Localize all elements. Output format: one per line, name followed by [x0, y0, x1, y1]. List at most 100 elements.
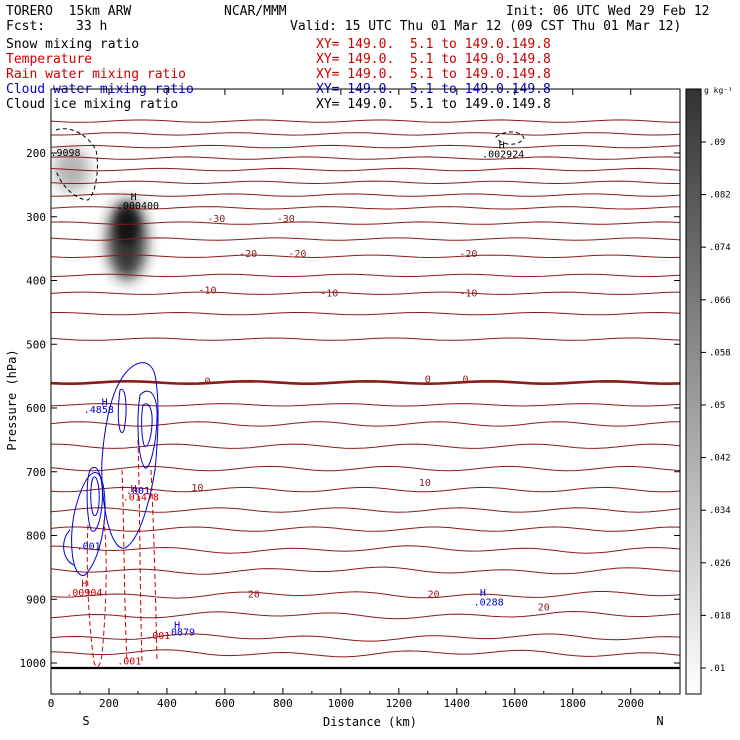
cloud-water-contour	[137, 390, 158, 469]
y-tick-label: 600	[26, 402, 46, 415]
colorbar-tick-label: .058	[709, 348, 731, 358]
isotherm-line	[51, 545, 680, 554]
contour-label: .9098	[50, 148, 80, 159]
isotherm-line	[51, 167, 680, 172]
field-name: Snow mixing ratio	[6, 37, 140, 52]
snow-contour	[495, 131, 525, 145]
x-tick-label: 0	[48, 697, 55, 710]
field-name: Temperature	[6, 52, 93, 67]
colorbar-tick-label: .01	[709, 664, 725, 674]
x-tick-label: 800	[273, 697, 293, 710]
snow-shading	[115, 205, 139, 245]
contour-label: 0	[462, 375, 468, 386]
field-name: Rain water mixing ratio	[6, 67, 187, 82]
south-end-label: S	[82, 714, 89, 728]
isotherm-line	[51, 507, 680, 513]
contour-label: .00904	[66, 588, 102, 599]
contour-label: .001	[146, 631, 170, 642]
contour-label: H	[480, 588, 486, 599]
colorbar-tick-label: .042	[709, 454, 731, 464]
isotherm-line	[51, 610, 680, 620]
snow-contour	[55, 128, 98, 201]
colorbar-tick-label: .018	[709, 611, 731, 621]
contour-label: H	[499, 141, 505, 152]
isotherm-line	[51, 273, 680, 278]
x-tick-label: 2000	[617, 697, 644, 710]
contour-label: 10	[419, 478, 431, 489]
rain-water-contours	[86, 439, 158, 668]
isotherm-line	[51, 403, 680, 407]
isotherm-line	[51, 649, 680, 658]
x-tick-label: 1400	[444, 697, 471, 710]
field-xy: XY= 149.0. 5.1 to 149.0.149.8	[316, 37, 551, 52]
isotherm-layer	[51, 119, 680, 658]
forecast-value: 33 h	[76, 19, 108, 34]
y-tick-label: 200	[26, 147, 46, 160]
colorbar-tick-label: .066	[709, 296, 731, 306]
isotherm-line	[51, 119, 680, 123]
contour-label: -10	[320, 288, 338, 299]
contour-label: .0288	[474, 598, 504, 609]
contour-label: .002924	[482, 149, 524, 160]
colorbar-tick-label: .05	[709, 401, 725, 411]
forecast-label: Fcst:	[6, 19, 46, 34]
colorbar-ticks: .01 .018 .026 .034 .042 .05 .058 .066 .074 .082 .0…	[701, 138, 731, 674]
contour-label: .001	[126, 486, 150, 497]
colorbar-tick-label: .074	[709, 243, 731, 253]
valid-time: Valid: 15 UTC Thu 01 Mar 12 (09 CST Thu …	[290, 19, 682, 34]
x-axis-label: Distance (km)	[323, 715, 417, 729]
isotherm-line	[51, 180, 680, 185]
contour-label: .000400	[117, 201, 159, 212]
colorbar-unit: g kg⁻¹	[704, 86, 733, 95]
contour-label: -30	[277, 214, 295, 225]
isotherm-line	[51, 526, 680, 532]
cloud-water-contour	[90, 476, 100, 517]
contour-label: H	[131, 192, 137, 203]
plot-frame	[50, 88, 681, 695]
cloud-water-contour	[63, 529, 75, 566]
x-tick-label: 600	[215, 697, 235, 710]
isotherm-line	[51, 144, 680, 149]
contour-label: 20	[428, 589, 440, 600]
isotherm-line	[51, 221, 680, 225]
contour-label: .001	[77, 542, 101, 553]
snow-contours	[55, 128, 525, 201]
contour-label: .0879	[165, 628, 195, 639]
contour-label: -20	[288, 249, 306, 260]
isotherm-line	[51, 254, 680, 259]
x-axis: 0 200 400 600 800 1000 1200 1400 1600 1800 2000	[48, 89, 661, 710]
rain-water-contour	[137, 439, 143, 663]
contour-label: 0	[425, 375, 431, 386]
x-tick-label: 200	[99, 697, 119, 710]
y-tick-label: 1000	[20, 657, 47, 670]
x-tick-label: 1000	[328, 697, 355, 710]
y-tick-label: 300	[26, 211, 46, 224]
contour-label: -30	[207, 214, 225, 225]
model-name: TORERO 15km ARW	[6, 4, 132, 19]
cloud-water-contour	[71, 472, 106, 576]
y-axis-label: Pressure (hPa)	[5, 349, 19, 450]
field-xy: XY= 149.0. 5.1 to 149.0.149.8	[316, 97, 551, 112]
field-xy: XY= 149.0. 5.1 to 149.0.149.8	[316, 52, 551, 67]
north-end-label: N	[656, 714, 663, 728]
contour-label: -20	[459, 249, 477, 260]
colorbar	[685, 88, 702, 695]
isotherm-line	[51, 193, 680, 197]
cloud-water-contour	[86, 467, 103, 532]
isotherm-line	[51, 443, 680, 449]
cloud-water-contour	[141, 403, 153, 447]
contour-label: 20	[538, 603, 550, 614]
y-tick-label: 800	[26, 530, 46, 543]
contour-label: 0	[205, 376, 211, 387]
x-tick-label: 400	[157, 697, 177, 710]
cloud-water-contour	[101, 362, 159, 549]
contour-label: -20	[239, 249, 257, 260]
isotherm-line	[51, 486, 680, 493]
rain-water-contour	[150, 469, 158, 663]
contour-label: .01478	[123, 492, 159, 503]
contour-label: .4858	[84, 405, 114, 416]
isotherm-line	[51, 421, 680, 427]
